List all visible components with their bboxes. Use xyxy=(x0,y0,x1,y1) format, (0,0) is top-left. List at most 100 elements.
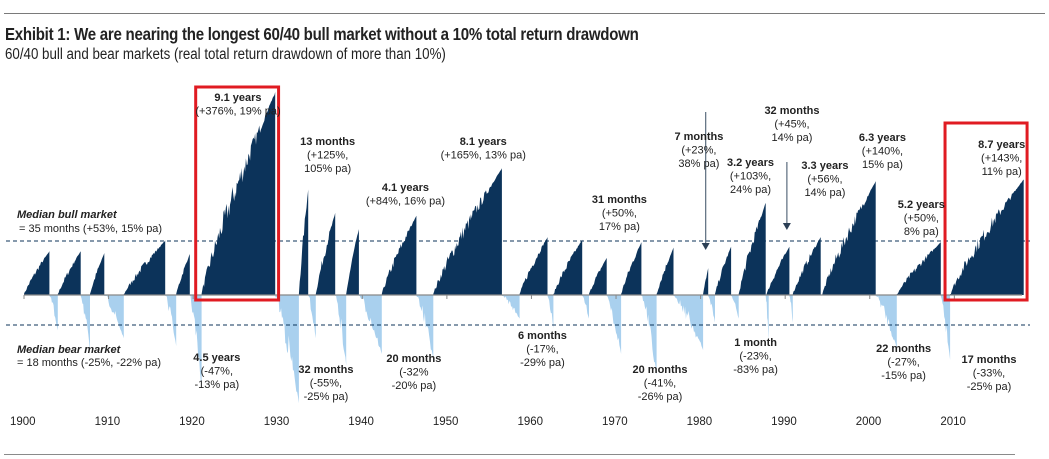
bear-market-area-21 xyxy=(875,295,897,349)
median-lines xyxy=(6,240,1030,326)
bull-market-area-4 xyxy=(123,240,166,295)
bear-annotation-duration: 32 months xyxy=(298,364,353,376)
bear-market-area-13 xyxy=(582,295,589,319)
bull-annotation-duration: 6.3 years xyxy=(859,132,906,144)
bear-annotation-detail: -15% pa) xyxy=(881,370,926,382)
bull-annotation-detail: 24% pa) xyxy=(730,184,771,196)
bear-annotation-detail: -29% pa) xyxy=(520,357,565,369)
annotation-arrows xyxy=(701,112,791,250)
bull-annotation-detail: (+140%, xyxy=(862,146,903,158)
bear-annotation-detail: -20% pa) xyxy=(392,380,437,392)
x-tick-label: 1980 xyxy=(687,416,713,428)
bear-market-area-12 xyxy=(547,295,554,329)
bull-annotation-detail: 14% pa) xyxy=(771,132,812,144)
bull-annotation-duration: 7 months xyxy=(674,131,723,143)
bull-annotation-duration: 8.7 years xyxy=(978,139,1025,151)
bear-annotation-duration: 1 month xyxy=(734,337,777,349)
bull-annotation: 32 months (+45%, 14% pa) xyxy=(764,105,819,144)
bull-annotation: 13 months (+125%, 105% pa) xyxy=(300,136,355,175)
bull-market-area-12 xyxy=(519,237,548,295)
bull-annotation-detail: 8% pa) xyxy=(904,226,939,238)
bull-market-area-20 xyxy=(766,246,790,295)
bear-market-area-18 xyxy=(731,295,739,319)
bull-annotation-duration: 8.1 years xyxy=(460,136,507,148)
bull-annotation-duration: 3.2 years xyxy=(727,157,774,169)
bear-annotation-detail: -26% pa) xyxy=(638,391,683,403)
bear-annotation-detail: -25% pa) xyxy=(304,391,349,403)
x-tick-label: 1990 xyxy=(771,416,797,428)
bear-market-area-10 xyxy=(416,295,434,358)
x-tick-label: 1960 xyxy=(517,416,543,428)
chart-title: Exhibit 1: We are nearing the longest 60… xyxy=(5,24,639,44)
bear-annotation-detail: (-33%, xyxy=(973,368,1005,380)
bull-market-area-2 xyxy=(57,251,81,295)
bear-market-area-9 xyxy=(358,295,382,354)
bear-annotation-detail: (-55%, xyxy=(310,378,342,390)
bear-annotation-detail: (-17%, xyxy=(526,344,558,356)
bull-market-area-11 xyxy=(433,168,502,295)
bear-annotation: 17 months (-33%, -25% pa) xyxy=(962,354,1017,393)
bear-market-area-14 xyxy=(606,295,622,354)
bull-annotation-detail: (+376%, 19% pa) xyxy=(195,106,280,118)
bear-annotation-duration: 17 months xyxy=(962,354,1017,366)
bull-market-area-18 xyxy=(715,246,732,295)
bear-market-area-22 xyxy=(940,295,951,360)
bear-annotation: 20 months (-41%, -26% pa) xyxy=(633,364,688,403)
median-bear-label-detail: = 18 months (-25%, -22% pa) xyxy=(17,357,161,369)
bull-market-area-15 xyxy=(621,242,642,295)
bear-annotation-duration: 20 months xyxy=(386,353,441,365)
bear-market-area-15 xyxy=(641,295,657,376)
bull-market-area-13 xyxy=(553,239,583,295)
bear-market-area-16 xyxy=(673,295,704,351)
bear-market-area-8 xyxy=(335,295,347,366)
bull-annotation: 4.1 years (+84%, 16% pa) xyxy=(366,182,445,208)
bull-market-area-6 xyxy=(201,92,276,295)
bull-market-area-8 xyxy=(315,212,336,295)
median-bull-label-detail: = 35 months (+53%, 15% pa) xyxy=(19,223,162,235)
bull-market-area-23 xyxy=(896,242,941,295)
bull-annotation-detail: (+56%, xyxy=(807,174,842,186)
bear-annotation: 20 months (-32% -20% pa) xyxy=(386,353,441,392)
bull-annotation: 3.2 years (+103%, 24% pa) xyxy=(727,157,774,196)
x-tick-label: 2000 xyxy=(856,416,882,428)
bull-market-area-19 xyxy=(738,202,766,295)
bear-market-area-6 xyxy=(275,295,299,404)
bull-annotation: 31 months (+50%, 17% pa) xyxy=(592,194,647,233)
bear-annotation-detail: (-41%, xyxy=(644,378,676,390)
x-tick-label: 1930 xyxy=(264,416,290,428)
bear-market-area-3 xyxy=(104,295,124,339)
bull-annotation-detail: (+165%, 13% pa) xyxy=(441,150,526,162)
x-tick-label: 1920 xyxy=(179,416,205,428)
bear-market-area-20 xyxy=(789,295,793,323)
bottom-rule xyxy=(4,454,1015,455)
x-tick-label: 1950 xyxy=(433,416,459,428)
bear-annotation: 22 months (-27%, -15% pa) xyxy=(876,343,931,382)
chart-subtitle: 60/40 bull and bear markets (real total … xyxy=(5,46,446,63)
bull-annotation-detail: (+50%, xyxy=(904,213,939,225)
bear-market-area-5 xyxy=(189,295,202,388)
bear-market-area-19 xyxy=(765,295,769,341)
bull-annotation-detail: (+143%, xyxy=(981,153,1022,165)
bull-annotation-detail: (+45%, xyxy=(774,119,809,131)
bull-annotation-duration: 32 months xyxy=(764,105,819,117)
bull-annotation-duration: 13 months xyxy=(300,136,355,148)
x-tick-label: 1970 xyxy=(602,416,628,428)
bull-annotation: 9.1 years (+376%, 19% pa) xyxy=(195,92,280,118)
median-bear-label-title: Median bear market xyxy=(17,344,122,356)
bull-annotation-duration: 4.1 years xyxy=(382,182,429,194)
bull-market-area-22 xyxy=(822,181,876,295)
bear-annotation-duration: 6 months xyxy=(518,330,567,342)
bull-annotation: 5.2 years (+50%, 8% pa) xyxy=(898,199,945,238)
bull-market-area-5 xyxy=(176,254,190,295)
bear-market-area-1 xyxy=(49,295,58,331)
bull-market-area-16 xyxy=(656,247,674,295)
bull-annotation: 3.3 years (+56%, 14% pa) xyxy=(801,160,848,199)
bear-market-area-11 xyxy=(501,295,520,319)
bear-annotation-detail: (-23%, xyxy=(739,351,771,363)
bull-annotation-detail: 105% pa) xyxy=(304,163,351,175)
x-tick-label: 2010 xyxy=(940,416,966,428)
bull-annotation-detail: 14% pa) xyxy=(804,187,845,199)
bear-annotation: 4.5 years (-47%, -13% pa) xyxy=(193,352,240,391)
bear-annotation-duration: 22 months xyxy=(876,343,931,355)
